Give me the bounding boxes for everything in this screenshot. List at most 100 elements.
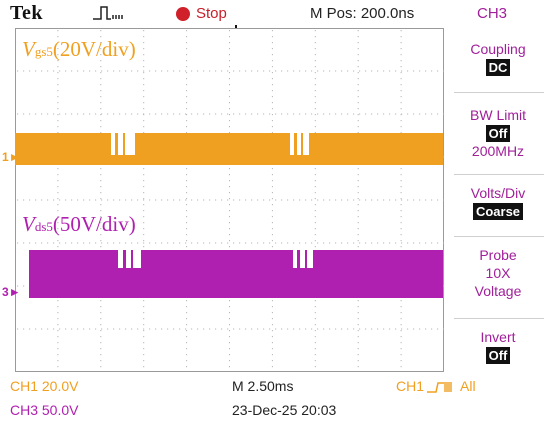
grid-dot [143,216,145,218]
grid-dot [203,242,205,244]
grid-dot [359,70,361,72]
grid-dot [71,199,73,201]
grid-dot [143,90,145,92]
grid-dot [271,216,273,218]
grid-dot [143,210,145,212]
grid-dot [271,234,273,236]
grid-dot [314,174,316,176]
grid-dot [167,113,169,115]
grid-dot [269,70,271,72]
run-state[interactable]: Stop [196,5,227,22]
grid-dot [407,328,409,330]
grid-dot [113,328,115,330]
grid-dot [83,113,85,115]
grid-dot [229,318,230,320]
grid-dot [314,180,316,182]
grid-dot [125,113,127,115]
grid-dot [293,328,295,330]
grid-dot [227,113,229,115]
grid-dot [229,174,230,176]
grid-dot [229,198,230,200]
grid-dot [229,102,230,104]
grid-dot [357,168,359,170]
grid-dot [271,102,273,104]
grid-dot [437,328,439,330]
ch1-ground-marker[interactable]: 1► [2,150,21,164]
coupling-menu[interactable]: Coupling DC [446,40,550,76]
grid-dot [314,42,316,44]
grid-dot [281,328,283,330]
grid-dot [413,328,415,330]
grid-dot [185,242,187,244]
grid-dot [314,246,316,248]
grid-dot [353,199,355,201]
grid-dot [357,234,359,236]
grid-dot [221,113,223,115]
grid-dot [335,199,337,201]
grid-dot [29,70,31,72]
grid-dot [119,199,121,201]
probe-menu[interactable]: Probe 10X Voltage [446,246,550,300]
grid-dot [359,328,361,330]
grid-dot [143,348,145,350]
grid-dot [347,113,349,115]
grid-dot [357,228,359,230]
grid-dot [400,360,402,362]
grid-dot [314,336,316,338]
grid-dot [271,198,273,200]
grid-dot [314,306,316,308]
grid-dot [143,240,145,242]
grid-dot [314,330,316,332]
grid-dot [186,312,188,314]
ch1-waveform-band [135,133,290,165]
ch3-ground-marker[interactable]: 3► [2,285,21,299]
grid-dot [357,330,359,332]
grid-dot [57,192,59,194]
grid-dot [65,70,67,72]
trigger-slope-icon [427,382,452,393]
bw-limit-menu[interactable]: BW Limit Off 200MHz [446,106,550,160]
grid-dot [143,78,145,80]
menu-divider [454,318,544,319]
grid-dot [371,70,373,72]
grid-dot [186,180,188,182]
grid-dot [431,199,433,201]
grid-dot [137,70,139,72]
grid-dot [401,199,403,201]
grid-dot [155,113,157,115]
grid-dot [357,216,359,218]
grid-dot [357,30,359,32]
grid-dot [357,324,359,326]
grid-dot [100,48,102,50]
grid-dot [437,242,439,244]
grid-dot [229,354,230,356]
grid-dot [57,78,59,80]
grid-dot [357,48,359,50]
grid-dot [65,328,67,330]
coupling-value: DC [485,59,511,76]
grid-dot [229,330,230,332]
grid-dot [425,199,427,201]
active-channel[interactable]: CH3 [477,5,508,22]
invert-menu[interactable]: Invert Off [446,328,550,364]
grid-dot [400,60,402,62]
grid-dot [383,199,385,201]
grid-dot [125,242,127,244]
grid-dot [400,174,402,176]
grid-dot [179,70,181,72]
grid-dot [229,42,230,44]
grid-dot [65,113,67,115]
readout-bar: CH1 20.0V CH3 50.0V M 2.50ms 23-Dec-25 2… [0,376,550,436]
grid-dot [143,192,145,194]
grid-dot [314,222,316,224]
status-bar: Tek Stop M Pos: 200.0ns CH3 [0,0,550,40]
grid-dot [359,199,361,201]
grid-dot [186,318,188,320]
volts-div-menu[interactable]: Volts/Div Coarse [446,184,550,220]
grid-dot [233,113,235,115]
grid-dot [229,114,230,116]
grid-dot [389,328,391,330]
grid-dot [271,222,273,224]
grid-dot [17,70,19,72]
grid-dot [357,192,359,194]
